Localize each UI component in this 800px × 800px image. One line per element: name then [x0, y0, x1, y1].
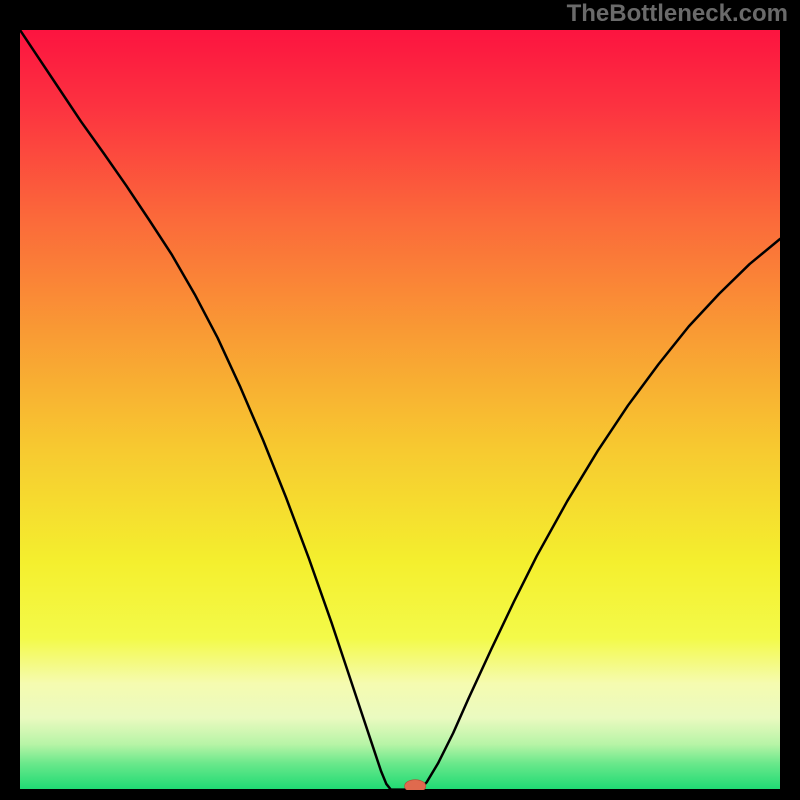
bottleneck-curve-chart	[20, 30, 780, 790]
chart-frame: TheBottleneck.com	[0, 0, 800, 800]
watermark: TheBottleneck.com	[567, 0, 788, 28]
